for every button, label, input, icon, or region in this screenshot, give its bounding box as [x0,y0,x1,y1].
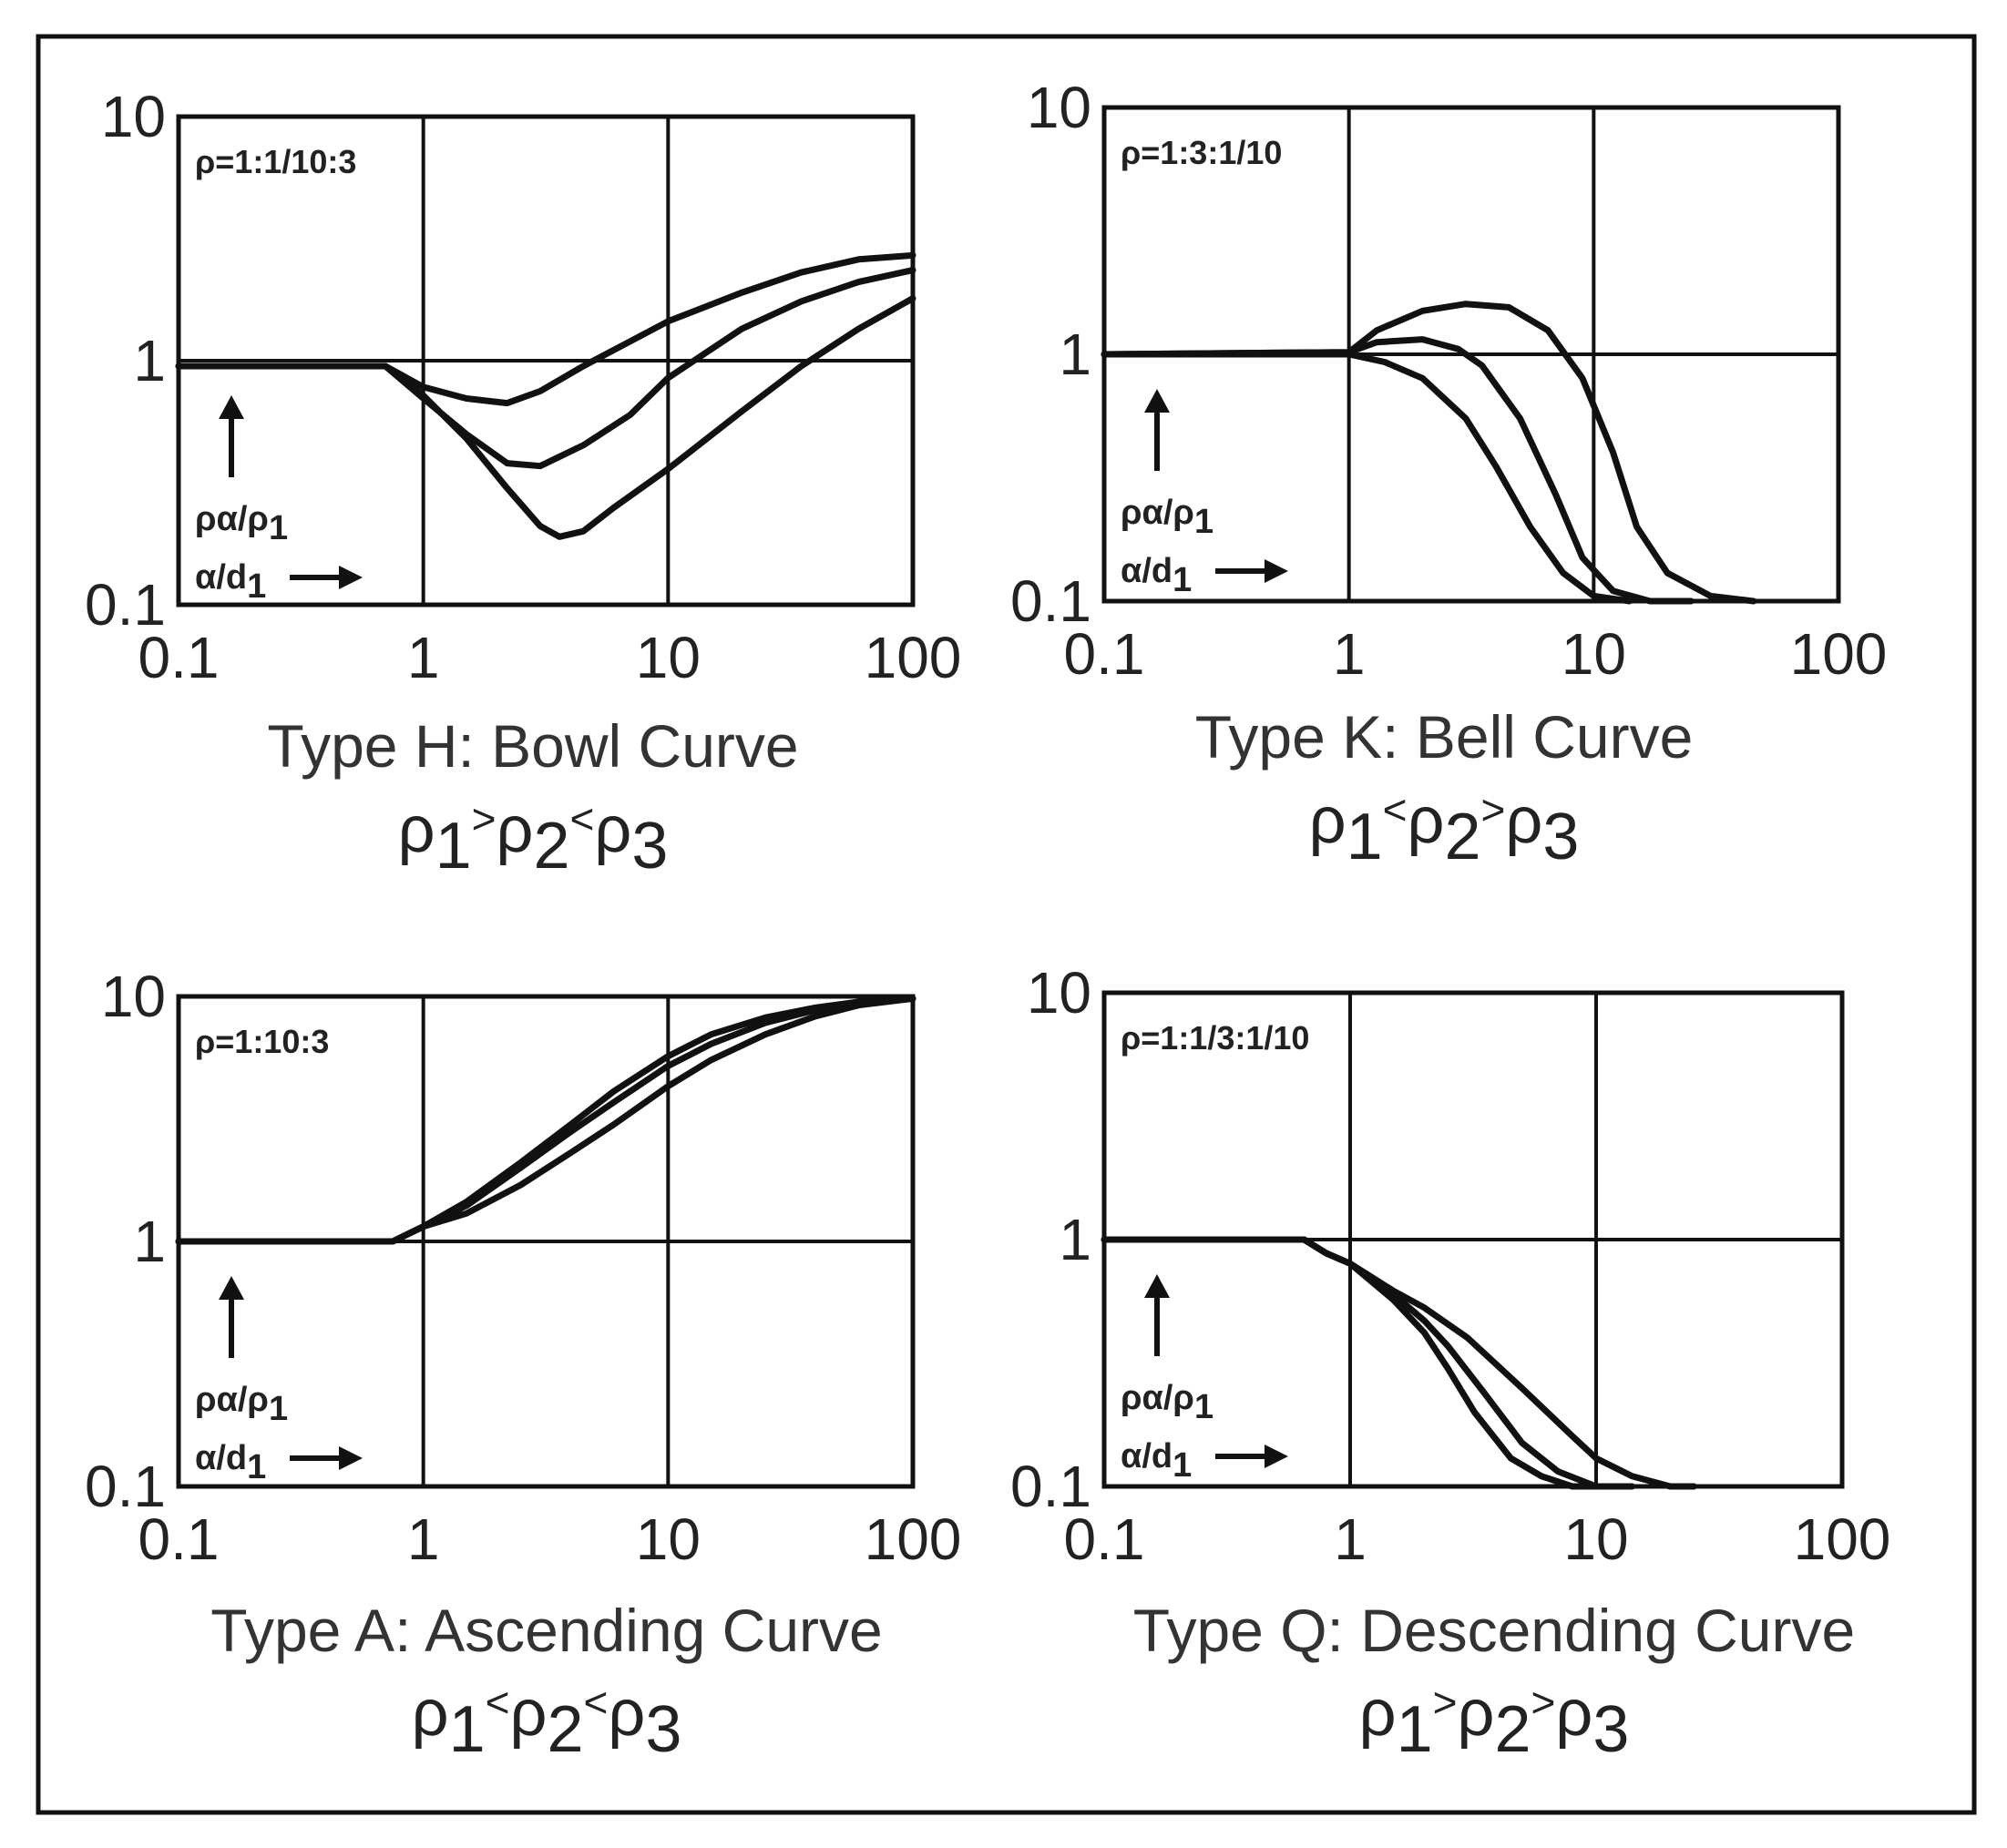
outer-frame [36,34,1977,1815]
curve-3 [1101,351,1633,605]
y-tick-label: 10 [1027,75,1091,140]
y-tick-label: 1 [133,328,166,393]
x-axis-label: α/d1 [195,558,266,606]
chart-top-left: 0.1 1 10 100 0.1 1 10 ρ=1:1/10:3 ρα/ρ1 α/d1 Type H… [85,84,961,883]
panel-title: Type K: Bell Curve [1195,703,1694,771]
x-tick-label: 10 [636,625,701,690]
chart-bottom-right: 0.1 1 10 100 0.1 1 10 ρ=1:1/3:1/10 ρα/ρ1 α/d1 Type… [1010,960,1890,1766]
y-axis-arrowhead [219,395,244,419]
x-tick-label: 1 [407,1506,440,1572]
curve-3 [175,295,916,540]
y-axis-label: ρα/ρ1 [1121,494,1213,541]
y-tick-label: 10 [1027,960,1091,1026]
x-tick-label: 10 [1563,1506,1628,1572]
y-tick-label: 10 [101,964,166,1029]
y-axis-arrowhead [1144,389,1170,413]
chart-top-right: 0.1 1 10 100 0.1 1 10 ρ=1:3:1/10 ρα/ρ1 α/d1 Type K… [1010,75,1887,873]
resistivity-condition: ρ1>ρ2>ρ3 [1359,1677,1630,1766]
x-tick-label: 0.1 [1064,1506,1145,1572]
ratio-label: ρ=1:1/3:1/10 [1121,1019,1309,1057]
curve-3 [1101,1236,1610,1490]
x-tick-label: 1 [1333,621,1366,687]
x-tick-label: 10 [636,1506,701,1572]
y-tick-label: 10 [101,84,166,149]
y-axis-label: ρα/ρ1 [195,500,288,547]
curve-2 [1101,336,1695,605]
x-tick-label: 100 [865,1506,962,1572]
x-tick-label: 100 [865,625,962,690]
ratio-label: ρ=1:1/10:3 [195,143,356,180]
resistivity-condition: ρ1>ρ2<ρ3 [398,793,669,883]
x-tick-label: 1 [407,625,440,690]
y-tick-label: 0.1 [85,572,166,638]
y-tick-label: 0.1 [1010,1454,1091,1519]
y-tick-label: 0.1 [1010,568,1091,634]
panel-title: Type H: Bowl Curve [267,712,798,780]
x-tick-label: 0.1 [1064,621,1145,687]
y-tick-label: 1 [1059,322,1091,387]
y-tick-label: 1 [1059,1207,1091,1272]
x-tick-label: 10 [1562,621,1626,687]
x-tick-label: 1 [1334,1506,1367,1572]
panel-title: Type A: Ascending Curve [210,1597,882,1664]
curve-3 [175,995,916,1245]
y-axis-label: ρα/ρ1 [1121,1379,1213,1426]
resistivity-condition: ρ1<ρ2>ρ3 [1309,784,1580,873]
y-axis-arrowhead [219,1276,244,1300]
chart-bottom-left: 0.1 1 10 100 0.1 1 10 ρ=1:10:3 ρα/ρ1 α/d1 Type A: … [85,964,961,1766]
curve-1 [1101,301,1757,605]
ratio-label: ρ=1:3:1/10 [1121,134,1282,171]
panel-title: Type Q: Descending Curve [1133,1597,1855,1664]
x-axis-arrowhead [339,1446,363,1470]
x-axis-label: α/d1 [195,1439,266,1486]
x-axis-label: α/d1 [1121,1437,1192,1485]
x-axis-label: α/d1 [1121,552,1192,599]
resistivity-condition: ρ1<ρ2<ρ3 [412,1677,682,1766]
y-tick-label: 0.1 [85,1454,166,1519]
x-tick-label: 100 [1790,621,1888,687]
y-tick-label: 1 [133,1209,166,1274]
ratio-label: ρ=1:10:3 [195,1023,329,1060]
x-axis-arrowhead [1265,559,1288,583]
y-axis-arrowhead [1144,1274,1170,1298]
x-tick-label: 0.1 [138,625,220,690]
curve-1 [1101,1236,1697,1490]
x-tick-label: 100 [1794,1506,1891,1572]
x-axis-arrowhead [1265,1445,1288,1468]
curve-1 [175,251,916,407]
x-tick-label: 0.1 [138,1506,220,1572]
x-axis-arrowhead [339,566,363,589]
y-axis-label: ρα/ρ1 [195,1381,288,1428]
